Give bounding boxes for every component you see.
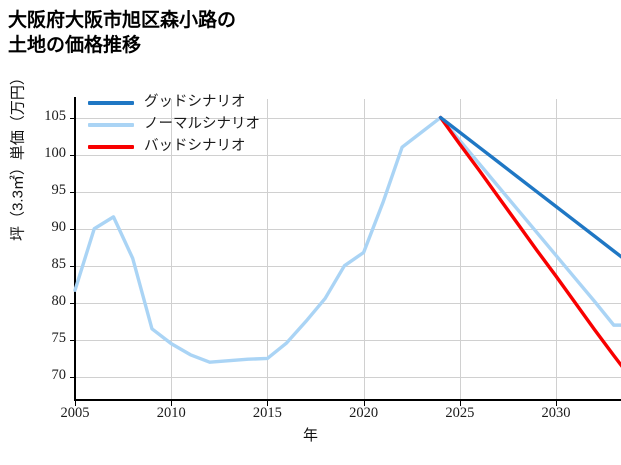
- y-tick-mark: [70, 265, 75, 267]
- gridline-horizontal: [75, 228, 621, 230]
- legend-item-2[interactable]: ノーマルシナリオ: [82, 114, 297, 136]
- x-tick-mark: [459, 401, 461, 406]
- x-tick-label: 2030: [541, 405, 571, 421]
- y-tick-mark: [70, 377, 75, 379]
- x-axis-line: [74, 399, 621, 401]
- gridline-horizontal: [75, 377, 621, 379]
- x-tick-label: 2020: [349, 405, 379, 421]
- x-tick-label: 2015: [252, 405, 282, 421]
- y-tick-mark: [70, 228, 75, 230]
- y-tick-label: 75: [51, 329, 67, 346]
- series-line: [438, 115, 621, 368]
- x-tick-mark: [267, 401, 269, 406]
- gridline-horizontal: [75, 265, 621, 267]
- legend-item-3[interactable]: バッドシナリオ: [82, 136, 297, 158]
- legend: グッドシナリオ ノーマルシナリオ バッドシナリオ: [82, 92, 297, 160]
- gridline-vertical: [459, 99, 461, 400]
- x-tick-label: 2010: [156, 405, 186, 421]
- x-tick-mark: [363, 401, 365, 406]
- y-tick-mark: [70, 191, 75, 193]
- gridline-vertical: [556, 99, 558, 400]
- y-axis-title: 坪（3.3㎡）単価（万円）: [9, 70, 27, 241]
- gridline-vertical: [171, 99, 173, 400]
- series-line: [438, 115, 621, 259]
- gridline-horizontal: [75, 191, 621, 193]
- legend-color-swatch: [88, 123, 134, 127]
- y-tick-label: 70: [51, 367, 67, 384]
- y-tick-label: 95: [51, 181, 67, 198]
- y-tick-label: 100: [44, 144, 66, 161]
- y-tick-label: 80: [51, 292, 67, 309]
- y-tick-mark: [70, 302, 75, 304]
- gridline-horizontal: [75, 154, 621, 156]
- x-axis-title: 年: [302, 427, 318, 444]
- legend-color-swatch: [88, 101, 134, 105]
- legend-color-swatch: [88, 145, 134, 149]
- legend-label: バッドシナリオ: [144, 138, 246, 154]
- y-tick-mark: [70, 117, 75, 119]
- y-axis-line: [74, 97, 76, 401]
- y-tick-label: 85: [51, 255, 67, 272]
- y-tick-mark: [70, 154, 75, 156]
- gridline-horizontal: [75, 302, 621, 304]
- x-tick-mark: [171, 401, 173, 406]
- gridline-horizontal: [75, 339, 621, 341]
- legend-item-1[interactable]: グッドシナリオ: [82, 92, 297, 114]
- legend-label: グッドシナリオ: [144, 94, 246, 110]
- y-tick-label: 90: [51, 218, 67, 235]
- x-tick-label: 2005: [60, 405, 90, 421]
- gridline-horizontal: [75, 117, 621, 119]
- x-tick-label: 2025: [445, 405, 475, 421]
- legend-label: ノーマルシナリオ: [144, 116, 260, 132]
- x-tick-mark: [75, 401, 76, 406]
- gridline-vertical: [267, 99, 269, 400]
- series-line: [73, 115, 621, 364]
- x-tick-mark: [556, 401, 558, 406]
- y-tick-mark: [70, 339, 75, 341]
- y-tick-label: 105: [44, 107, 66, 124]
- page-title: 大阪府大阪市旭区森小路の 土地の価格推移: [8, 10, 237, 57]
